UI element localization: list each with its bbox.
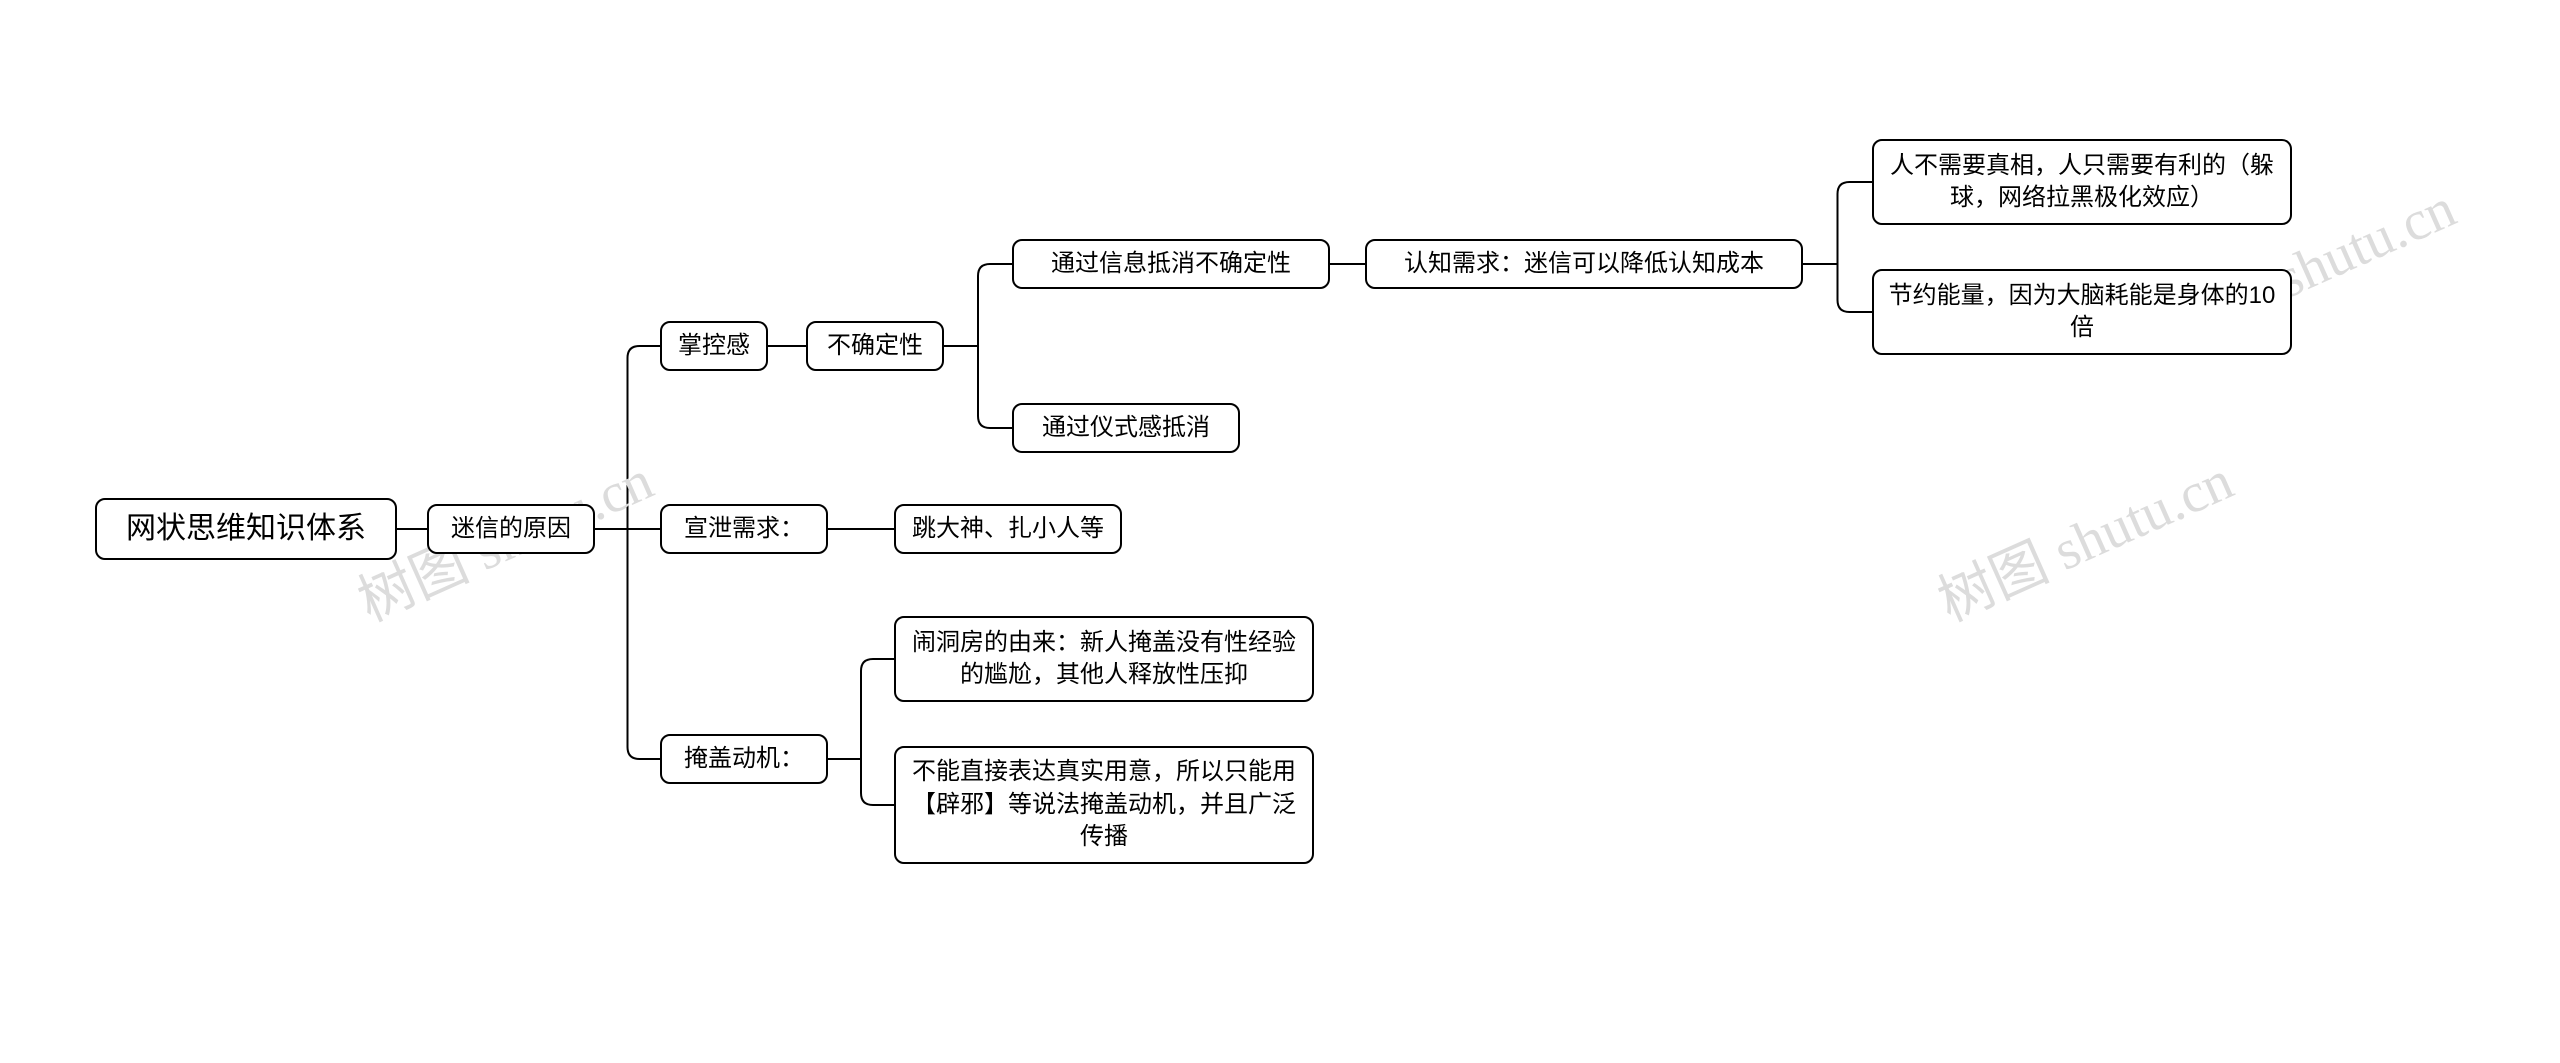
node-energy[interactable]: 节约能量，因为大脑耗能是身体的10倍 xyxy=(1872,269,2292,355)
node-info-offset[interactable]: 通过信息抵消不确定性 xyxy=(1012,239,1330,289)
node-truth[interactable]: 人不需要真相，人只需要有利的（躲球，网络拉黑极化效应） xyxy=(1872,139,2292,225)
node-root[interactable]: 网状思维知识体系 xyxy=(95,498,397,560)
node-ritual-offset[interactable]: 通过仪式感抵消 xyxy=(1012,403,1240,453)
watermark-3: shutu.cn xyxy=(2267,176,2465,311)
node-naodongfang[interactable]: 闹洞房的由来：新人掩盖没有性经验的尴尬，其他人释放性压抑 xyxy=(894,616,1314,702)
node-cognitive-need[interactable]: 认知需求：迷信可以降低认知成本 xyxy=(1365,239,1803,289)
node-practices[interactable]: 跳大神、扎小人等 xyxy=(894,504,1122,554)
node-catharsis[interactable]: 宣泄需求： xyxy=(660,504,828,554)
node-uncertainty[interactable]: 不确定性 xyxy=(806,321,944,371)
node-control[interactable]: 掌控感 xyxy=(660,321,768,371)
watermark-2: 树图 shutu.cn xyxy=(1924,436,2244,638)
node-reason[interactable]: 迷信的原因 xyxy=(427,504,595,554)
node-cover[interactable]: 掩盖动机： xyxy=(660,734,828,784)
node-bixie[interactable]: 不能直接表达真实用意，所以只能用【辟邪】等说法掩盖动机，并且广泛传播 xyxy=(894,746,1314,864)
